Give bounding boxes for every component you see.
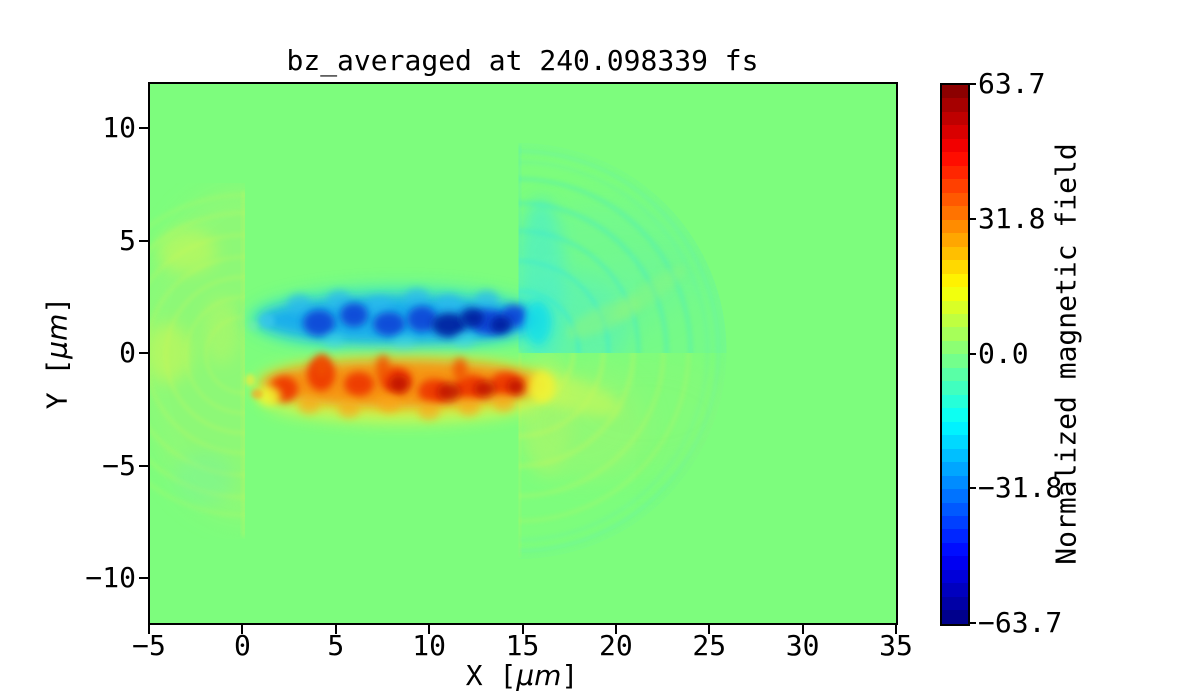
colorbar-tick-mark xyxy=(968,487,976,490)
x-tick-mark xyxy=(521,624,524,634)
x-tick-mark xyxy=(801,624,804,634)
colorbar-tick-mark xyxy=(968,622,976,624)
colorbar-band xyxy=(942,408,968,422)
y-tick-label: 0 xyxy=(119,336,136,369)
colorbar-band xyxy=(942,354,968,368)
positive-field-band xyxy=(245,353,556,422)
colorbar-band xyxy=(942,610,968,624)
left-wavefront-fan xyxy=(149,185,245,537)
y-tick-label: 5 xyxy=(119,223,136,257)
colorbar-tick-label: 63.7 xyxy=(978,67,1046,100)
x-tick-label: 30 xyxy=(785,629,820,662)
colorbar-band xyxy=(942,98,968,112)
colorbar-band xyxy=(942,152,968,166)
x-tick-mark xyxy=(334,624,337,634)
plot-title: bz_averaged at 240.098339 fs xyxy=(286,44,759,77)
x-tick-mark xyxy=(614,624,617,634)
colorbar-band xyxy=(942,85,968,99)
colorbar-band xyxy=(942,529,968,543)
colorbar-band xyxy=(942,125,968,139)
colorbar-tick-label: 0.0 xyxy=(978,336,1029,370)
colorbar-band xyxy=(942,569,968,584)
colorbar-band xyxy=(942,165,968,180)
x-tick-mark xyxy=(241,624,244,634)
colorbar-tick-label: −63.7 xyxy=(978,606,1063,639)
x-axis-label-mu: μm xyxy=(516,659,562,692)
y-tick-mark xyxy=(139,577,149,579)
colorbar-band xyxy=(942,596,968,611)
heatmap-image xyxy=(149,83,896,623)
colorbar-band xyxy=(942,421,968,436)
colorbar-band xyxy=(942,516,968,530)
y-tick-mark xyxy=(139,464,149,467)
colorbar-tick-mark xyxy=(968,83,976,85)
colorbar-band xyxy=(942,192,968,207)
colorbar-band xyxy=(942,340,968,355)
colorbar-band xyxy=(942,219,968,234)
colorbar-band xyxy=(942,542,968,557)
y-tick-mark xyxy=(139,127,149,129)
x-tick-label: 20 xyxy=(599,629,633,662)
x-tick-label: 5 xyxy=(327,629,345,662)
colorbar-band xyxy=(942,489,968,503)
colorbar-band xyxy=(942,556,968,570)
negative-field-band xyxy=(247,285,551,353)
colorbar-band xyxy=(942,462,968,476)
colorbar-band xyxy=(942,394,968,409)
colorbar-band xyxy=(942,313,968,328)
x-tick-label: 35 xyxy=(879,629,913,662)
colorbar-band xyxy=(942,246,968,261)
colorbar-band xyxy=(942,260,968,274)
y-axis-label-close: ] xyxy=(40,296,74,314)
x-tick-label: 0 xyxy=(233,629,251,662)
x-tick-mark xyxy=(148,624,150,634)
colorbar-band xyxy=(942,287,968,301)
x-tick-mark xyxy=(895,624,897,634)
y-tick-mark xyxy=(139,352,149,354)
x-tick-mark xyxy=(428,624,431,634)
colorbar-band xyxy=(942,206,968,220)
y-tick-mark xyxy=(139,239,149,242)
colorbar-band xyxy=(942,327,968,341)
x-tick-label: −5 xyxy=(132,629,166,662)
colorbar-band xyxy=(942,381,968,395)
y-tick-label: −10 xyxy=(85,561,136,594)
colorbar xyxy=(940,83,970,626)
x-tick-label: 10 xyxy=(412,629,446,662)
colorbar-band xyxy=(942,273,968,288)
colorbar-tick-mark xyxy=(968,352,976,355)
x-tick-label: 15 xyxy=(505,629,540,662)
colorbar-band xyxy=(942,233,968,247)
colorbar-band xyxy=(942,367,968,382)
colorbar-tick-label: −31.8 xyxy=(978,471,1063,505)
colorbar-band xyxy=(942,583,968,597)
colorbar-band xyxy=(942,111,968,126)
x-tick-mark xyxy=(708,624,711,634)
colorbar-band xyxy=(942,179,968,193)
right-wavefront-fan xyxy=(518,143,727,559)
x-axis-label: X [μm] xyxy=(466,659,579,692)
x-axis-label-close: ] xyxy=(561,659,579,692)
y-tick-label: −5 xyxy=(102,448,136,482)
y-tick-label: 10 xyxy=(102,111,136,144)
colorbar-tick-label: 31.8 xyxy=(978,201,1046,235)
colorbar-band xyxy=(942,475,968,490)
x-axis-label-text: X [ xyxy=(465,659,517,692)
colorbar-band xyxy=(942,138,968,153)
colorbar-band xyxy=(942,435,968,449)
colorbar-band xyxy=(942,448,968,463)
colorbar-band xyxy=(942,502,968,516)
colorbar-tick-mark xyxy=(968,217,976,220)
x-tick-label: 25 xyxy=(692,629,727,662)
colorbar-band xyxy=(942,300,968,314)
